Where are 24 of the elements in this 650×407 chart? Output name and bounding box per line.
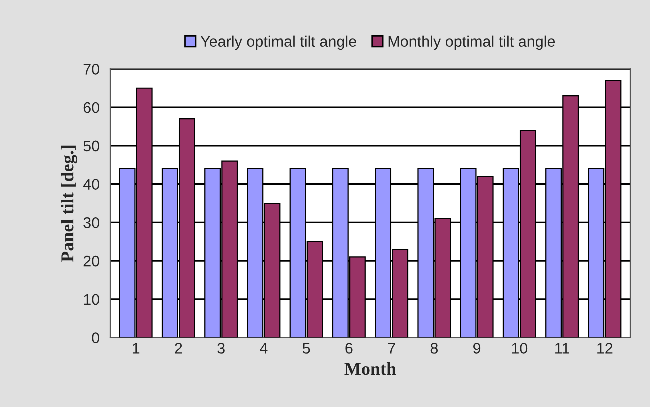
x-tick-label: 6 xyxy=(346,343,353,354)
x-tick-label: 2 xyxy=(175,343,182,354)
y-tick-label: 40 xyxy=(83,179,100,190)
y-tick-label: 30 xyxy=(84,218,100,228)
x-axis-title: Month xyxy=(344,362,396,376)
y-tick-label: 70 xyxy=(84,64,100,75)
x-tick-label: 10 xyxy=(512,343,528,354)
x-tick-label: 3 xyxy=(218,343,225,354)
x-tick-label: 5 xyxy=(302,343,310,354)
legend-label: Yearly optimal tilt angle xyxy=(200,36,356,50)
x-tick-label: 7 xyxy=(388,343,396,354)
y-axis-title: Panel tilt [deg.] xyxy=(61,146,78,262)
y-tick-label: 20 xyxy=(84,256,100,267)
x-tick-label: 9 xyxy=(474,343,481,354)
y-tick-label: 0 xyxy=(92,332,100,344)
x-tick-label: 4 xyxy=(260,343,268,354)
y-tick-label: 10 xyxy=(84,294,100,306)
legend-label: Monthly optimal tilt angle xyxy=(388,36,556,50)
y-tick-label: 60 xyxy=(84,102,100,114)
x-tick-label: 1 xyxy=(132,343,140,354)
x-tick-label: 11 xyxy=(556,343,570,354)
y-tick-label: 50 xyxy=(84,140,100,152)
x-tick-label: 12 xyxy=(598,343,613,354)
x-tick-label: 8 xyxy=(430,343,438,354)
